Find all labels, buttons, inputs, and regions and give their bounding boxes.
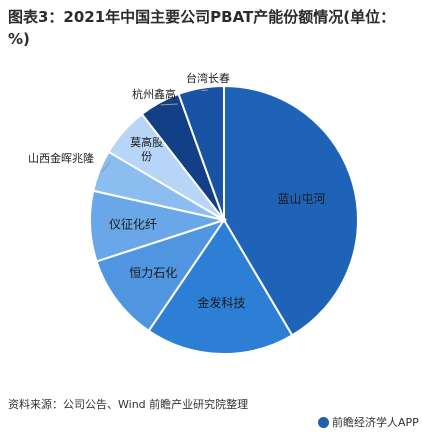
leader-line-5 xyxy=(101,161,111,172)
slice-label-8: 台湾长春 xyxy=(186,71,230,85)
source-note: 资料来源：公司公告、Wind 前瞻产业研究院整理 xyxy=(8,398,249,411)
leader-line-8 xyxy=(201,89,209,92)
publisher-logo: 前瞻经济学人APP xyxy=(318,414,419,430)
slice-label-7: 杭州鑫高 xyxy=(132,87,176,101)
pie-slice-2 xyxy=(147,218,294,355)
pie-slice-3 xyxy=(95,218,227,333)
slice-label-6: 莫高股份 xyxy=(130,135,163,163)
pie-slice-8 xyxy=(177,84,225,221)
chart-title: 图表3：2021年中国主要公司PBAT产能份额情况(单位：%) xyxy=(8,8,396,48)
slice-label-2: 金发科技 xyxy=(197,295,245,310)
logo-text: 前瞻经济学人APP xyxy=(332,416,419,429)
slice-label-5: 山西金晖兆隆 xyxy=(28,151,94,165)
slice-label-3: 恒力石化 xyxy=(129,266,177,280)
pie-slice-1 xyxy=(223,84,359,337)
leader-line-7 xyxy=(160,103,179,106)
slice-label-4: 仪征化纤 xyxy=(109,217,157,231)
slice-label-1: 蓝山屯河 xyxy=(278,192,326,206)
logo-icon xyxy=(318,416,329,428)
